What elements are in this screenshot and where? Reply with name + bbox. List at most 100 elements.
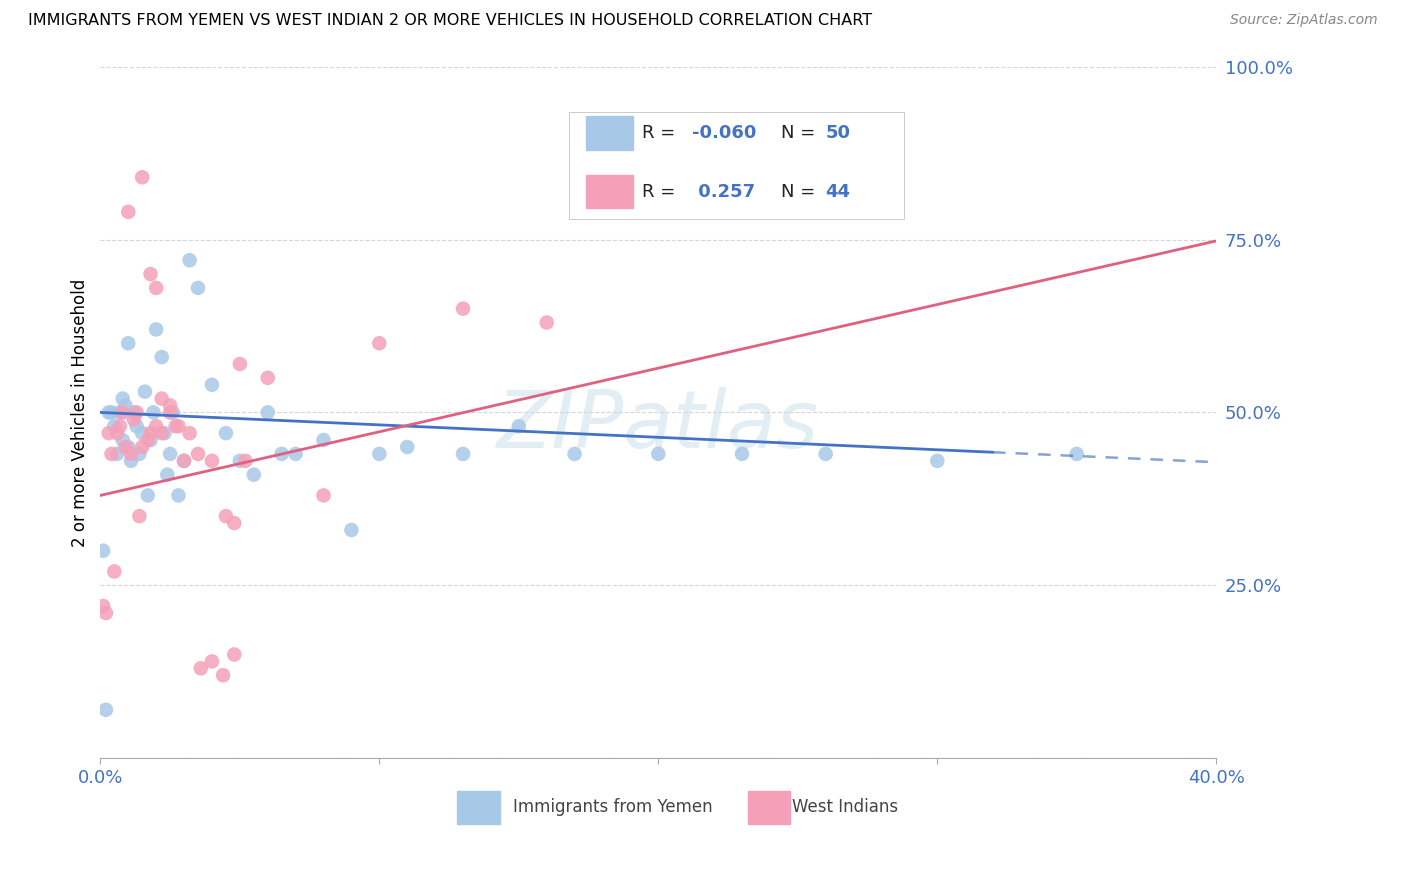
- Point: [201, 654, 224, 668]
- Point: [97, 426, 120, 441]
- Point: [128, 509, 150, 524]
- Point: [117, 336, 139, 351]
- Point: [142, 405, 165, 419]
- Text: R =: R =: [641, 124, 681, 142]
- Text: ZIPatlas: ZIPatlas: [498, 387, 820, 466]
- Point: [136, 433, 159, 447]
- Point: [131, 440, 153, 454]
- Point: [139, 426, 162, 441]
- Point: [150, 392, 173, 406]
- Point: [94, 606, 117, 620]
- Point: [91, 599, 114, 613]
- Text: N =: N =: [782, 183, 821, 201]
- Text: 0.257: 0.257: [692, 183, 755, 201]
- Point: [165, 419, 187, 434]
- Point: [215, 509, 238, 524]
- FancyBboxPatch shape: [569, 112, 904, 219]
- Point: [91, 543, 114, 558]
- Point: [103, 565, 125, 579]
- Point: [114, 399, 136, 413]
- Point: [167, 488, 190, 502]
- Point: [173, 454, 195, 468]
- Point: [451, 447, 474, 461]
- Point: [312, 488, 335, 502]
- Text: Source: ZipAtlas.com: Source: ZipAtlas.com: [1230, 13, 1378, 28]
- Point: [122, 405, 145, 419]
- Point: [368, 447, 391, 461]
- Point: [159, 447, 181, 461]
- Point: [111, 392, 134, 406]
- Point: [179, 253, 201, 268]
- Point: [187, 281, 209, 295]
- Bar: [586, 116, 633, 150]
- Point: [256, 405, 278, 419]
- Point: [97, 405, 120, 419]
- Point: [120, 447, 142, 461]
- Point: [187, 447, 209, 461]
- Point: [243, 467, 266, 482]
- Bar: [457, 790, 501, 824]
- Point: [125, 419, 148, 434]
- Point: [167, 419, 190, 434]
- Point: [256, 371, 278, 385]
- Point: [114, 440, 136, 454]
- Point: [340, 523, 363, 537]
- Point: [134, 384, 156, 399]
- Point: [122, 412, 145, 426]
- Point: [145, 281, 167, 295]
- Point: [201, 454, 224, 468]
- Point: [100, 447, 122, 461]
- Point: [159, 405, 181, 419]
- Point: [368, 336, 391, 351]
- Point: [508, 419, 530, 434]
- Point: [224, 516, 246, 530]
- Point: [451, 301, 474, 316]
- Point: [270, 447, 292, 461]
- Point: [229, 357, 252, 371]
- Bar: [586, 175, 633, 209]
- Point: [814, 447, 837, 461]
- Text: 44: 44: [825, 183, 851, 201]
- Point: [536, 316, 558, 330]
- Y-axis label: 2 or more Vehicles in Household: 2 or more Vehicles in Household: [72, 278, 89, 547]
- Point: [215, 426, 238, 441]
- Point: [212, 668, 235, 682]
- Text: Immigrants from Yemen: Immigrants from Yemen: [513, 797, 713, 815]
- Point: [153, 426, 176, 441]
- Bar: [748, 790, 790, 824]
- Point: [150, 350, 173, 364]
- Point: [564, 447, 586, 461]
- Point: [120, 454, 142, 468]
- Point: [108, 419, 131, 434]
- Point: [111, 433, 134, 447]
- Text: -0.060: -0.060: [692, 124, 756, 142]
- Point: [128, 447, 150, 461]
- Point: [179, 426, 201, 441]
- Point: [94, 703, 117, 717]
- Point: [159, 399, 181, 413]
- Point: [162, 405, 184, 419]
- Point: [150, 426, 173, 441]
- Point: [117, 440, 139, 454]
- Point: [201, 377, 224, 392]
- Point: [224, 648, 246, 662]
- Text: 50: 50: [825, 124, 851, 142]
- Point: [1066, 447, 1088, 461]
- Point: [284, 447, 307, 461]
- Point: [139, 267, 162, 281]
- Text: IMMIGRANTS FROM YEMEN VS WEST INDIAN 2 OR MORE VEHICLES IN HOUSEHOLD CORRELATION: IMMIGRANTS FROM YEMEN VS WEST INDIAN 2 O…: [28, 13, 872, 29]
- Point: [100, 405, 122, 419]
- Point: [312, 433, 335, 447]
- Point: [145, 419, 167, 434]
- Text: N =: N =: [782, 124, 821, 142]
- Point: [173, 454, 195, 468]
- Point: [105, 447, 128, 461]
- Point: [731, 447, 754, 461]
- Point: [111, 405, 134, 419]
- Point: [117, 204, 139, 219]
- Point: [145, 322, 167, 336]
- Point: [136, 488, 159, 502]
- Point: [108, 405, 131, 419]
- Point: [229, 454, 252, 468]
- Point: [190, 661, 212, 675]
